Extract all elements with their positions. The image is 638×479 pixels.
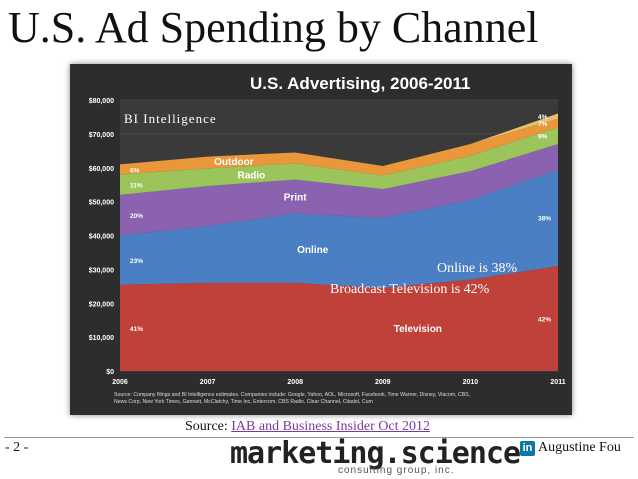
y-tick-label: $40,000 xyxy=(89,234,114,241)
x-tick-label: 2010 xyxy=(463,379,479,386)
area-television xyxy=(120,265,558,371)
share-label-start: 23% xyxy=(130,258,143,265)
slide-title: U.S. Ad Spending by Channel xyxy=(8,3,539,52)
author-name: Augustine Fou xyxy=(538,440,621,455)
y-tick-label: $60,000 xyxy=(89,166,114,173)
company-logo-subtitle: consulting group, inc. xyxy=(338,465,455,476)
series-label-radio: Radio xyxy=(238,170,266,181)
y-tick-label: $20,000 xyxy=(89,301,114,308)
series-label-online: Online xyxy=(297,245,329,256)
y-tick-label: $50,000 xyxy=(89,200,114,207)
series-label-print: Print xyxy=(284,193,307,204)
company-logo: marketing.science xyxy=(230,436,521,471)
source-prefix: Source: xyxy=(185,419,232,434)
area-radio xyxy=(120,127,558,195)
area-chart: $0 $10,000 $20,000 $30,000 $40,000 $50,000 $60… xyxy=(89,74,566,405)
share-label-end: 38% xyxy=(538,216,551,223)
page-number: - 2 - xyxy=(5,440,29,455)
share-label-end: 4% xyxy=(538,114,548,121)
share-label-start: 20% xyxy=(130,213,143,220)
x-tick-label: 2008 xyxy=(287,379,303,386)
y-tick-label: $0 xyxy=(106,369,114,376)
y-tick-label: $80,000 xyxy=(89,98,114,105)
chart-brand: BI Intelligence xyxy=(124,111,217,126)
footer-divider xyxy=(4,437,634,438)
source-line: Source: IAB and Business Insider Oct 201… xyxy=(185,419,430,435)
x-tick-label: 2009 xyxy=(375,379,391,386)
x-tick-label: 2007 xyxy=(200,379,216,386)
x-tick-label: 2011 xyxy=(550,379,565,386)
y-tick-label: $70,000 xyxy=(89,132,114,139)
online-share-note: Online is 38% xyxy=(437,261,518,276)
area-online xyxy=(120,169,558,289)
tv-share-note: Broadcast Television is 42% xyxy=(330,282,490,297)
share-label-end: 42% xyxy=(538,316,551,323)
x-tick-label: 2006 xyxy=(112,379,128,386)
chart-footnote-line-1: Source: Company filings and BI Intellige… xyxy=(114,392,470,398)
chart-title: U.S. Advertising, 2006-2011 xyxy=(250,74,470,93)
area-print xyxy=(120,144,558,236)
y-tick-label: $30,000 xyxy=(89,267,114,274)
chart-panel: $0 $10,000 $20,000 $30,000 $40,000 $50,000 $60… xyxy=(70,64,572,415)
y-tick-label: $10,000 xyxy=(89,335,114,342)
series-label-outdoor: Outdoor xyxy=(214,157,254,168)
share-label-end: 7% xyxy=(538,121,548,128)
share-label-start: 11% xyxy=(130,183,143,190)
share-label-end: 9% xyxy=(538,134,548,141)
share-label-start: 41% xyxy=(130,326,143,333)
source-link[interactable]: IAB and Business Insider Oct 2012 xyxy=(231,419,430,434)
area-outdoor xyxy=(120,118,558,176)
linkedin-icon[interactable]: in xyxy=(520,441,535,456)
chart-footnote-line-2: News Corp, New York Times, Gannett, McCl… xyxy=(114,399,373,405)
share-label-start: 6% xyxy=(130,167,140,174)
series-label-television: Television xyxy=(394,324,442,335)
